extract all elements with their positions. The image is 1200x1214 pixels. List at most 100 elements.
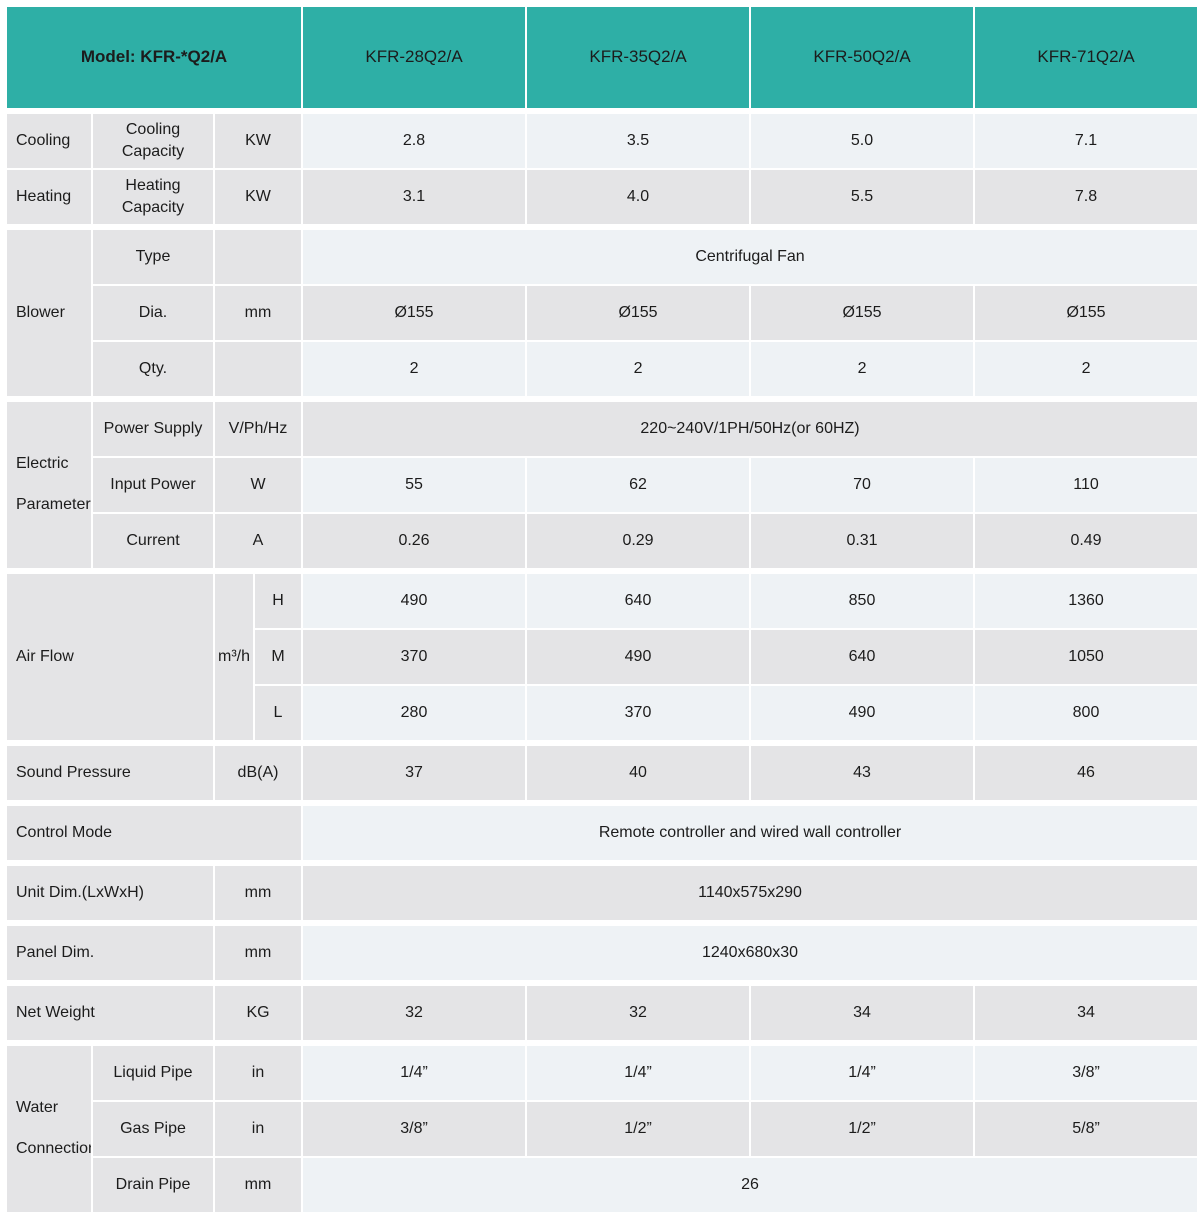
group-label-cell: Net Weight bbox=[7, 982, 213, 1040]
value-cell: 40 bbox=[527, 742, 750, 800]
value-cell: 5.0 bbox=[751, 110, 974, 168]
header-row: Model: KFR-*Q2/A KFR-28Q2/A KFR-35Q2/A K… bbox=[7, 7, 1198, 108]
level-label-cell: L bbox=[255, 686, 302, 740]
value-cell: 1240x680x30 bbox=[303, 922, 1198, 980]
value-cell: Remote controller and wired wall control… bbox=[303, 802, 1198, 860]
row-cooling: Cooling Cooling Capacity KW 2.8 3.5 5.0 … bbox=[7, 110, 1198, 168]
row-power-supply: Electric Parameter Power Supply V/Ph/Hz … bbox=[7, 398, 1198, 568]
row-unit-dim: Unit Dim.(LxWxH) mm 1140x575x290 bbox=[7, 862, 1198, 920]
unit-cell: in bbox=[215, 1102, 302, 1156]
value-cell: 490 bbox=[527, 630, 750, 684]
row-net-weight: Net Weight KG 32 32 34 34 bbox=[7, 982, 1198, 1040]
sub-label-cell: Qty. bbox=[93, 342, 213, 396]
value-cell: 640 bbox=[527, 570, 750, 628]
column-header-kfr-50: KFR-50Q2/A bbox=[751, 7, 974, 108]
value-cell: 62 bbox=[527, 458, 750, 512]
row-airflow-m: M 370 490 640 1050 bbox=[7, 630, 1198, 684]
row-input-power: Input Power W 55 62 70 110 bbox=[7, 458, 1198, 512]
value-cell: 110 bbox=[975, 458, 1198, 512]
model-header-cell: Model: KFR-*Q2/A bbox=[7, 7, 302, 108]
value-cell: 370 bbox=[527, 686, 750, 740]
value-cell: 0.29 bbox=[527, 514, 750, 568]
value-cell: Ø155 bbox=[527, 286, 750, 340]
value-cell: 800 bbox=[975, 686, 1198, 740]
value-cell: 46 bbox=[975, 742, 1198, 800]
unit-cell: A bbox=[215, 514, 302, 568]
value-cell: 850 bbox=[751, 570, 974, 628]
row-panel-dim: Panel Dim. mm 1240x680x30 bbox=[7, 922, 1198, 980]
value-cell: 1050 bbox=[975, 630, 1198, 684]
unit-cell: mm bbox=[215, 862, 302, 920]
column-header-kfr-71: KFR-71Q2/A bbox=[975, 7, 1198, 108]
group-label-cell: Air Flow bbox=[7, 570, 213, 740]
group-label-cell: Blower bbox=[7, 226, 91, 396]
value-cell: 220~240V/1PH/50Hz(or 60HZ) bbox=[303, 398, 1198, 456]
row-sound-pressure: Sound Pressure dB(A) 37 40 43 46 bbox=[7, 742, 1198, 800]
value-cell: 0.26 bbox=[303, 514, 526, 568]
unit-cell: mm bbox=[215, 1158, 302, 1212]
value-cell: 640 bbox=[751, 630, 974, 684]
group-label-cell: Heating bbox=[7, 170, 91, 224]
value-cell: 34 bbox=[751, 982, 974, 1040]
group-label-cell: Water Connection bbox=[7, 1042, 91, 1212]
value-cell: 26 bbox=[303, 1158, 1198, 1212]
value-cell: 4.0 bbox=[527, 170, 750, 224]
row-heating: Heating Heating Capacity KW 3.1 4.0 5.5 … bbox=[7, 170, 1198, 224]
value-cell: 490 bbox=[303, 570, 526, 628]
column-header-kfr-35: KFR-35Q2/A bbox=[527, 7, 750, 108]
value-cell: 70 bbox=[751, 458, 974, 512]
spec-table: Model: KFR-*Q2/A KFR-28Q2/A KFR-35Q2/A K… bbox=[5, 5, 1199, 1214]
sub-label-cell: Drain Pipe bbox=[93, 1158, 213, 1212]
value-cell: 3.1 bbox=[303, 170, 526, 224]
value-cell: 2 bbox=[527, 342, 750, 396]
row-current: Current A 0.26 0.29 0.31 0.49 bbox=[7, 514, 1198, 568]
value-cell: 490 bbox=[751, 686, 974, 740]
value-cell: 2.8 bbox=[303, 110, 526, 168]
value-cell: 7.8 bbox=[975, 170, 1198, 224]
value-cell: 370 bbox=[303, 630, 526, 684]
group-label-cell: Cooling bbox=[7, 110, 91, 168]
value-cell: 2 bbox=[751, 342, 974, 396]
value-cell: 1360 bbox=[975, 570, 1198, 628]
value-cell: 34 bbox=[975, 982, 1198, 1040]
unit-cell bbox=[215, 342, 302, 396]
sub-label-cell: Gas Pipe bbox=[93, 1102, 213, 1156]
sub-label-cell: Heating Capacity bbox=[93, 170, 213, 224]
group-label-cell: Control Mode bbox=[7, 802, 302, 860]
value-cell: 55 bbox=[303, 458, 526, 512]
row-blower-type: Blower Type Centrifugal Fan bbox=[7, 226, 1198, 396]
unit-cell: KW bbox=[215, 110, 302, 168]
row-blower-dia: Dia. mm Ø155 Ø155 Ø155 Ø155 bbox=[7, 286, 1198, 340]
value-cell: 37 bbox=[303, 742, 526, 800]
sub-label-cell: Cooling Capacity bbox=[93, 110, 213, 168]
unit-cell: dB(A) bbox=[215, 742, 302, 800]
sub-label-cell: Dia. bbox=[93, 286, 213, 340]
sub-label-cell: Power Supply bbox=[93, 398, 213, 456]
value-cell: 5.5 bbox=[751, 170, 974, 224]
value-cell: 1140x575x290 bbox=[303, 862, 1198, 920]
unit-cell: V/Ph/Hz bbox=[215, 398, 302, 456]
group-label-cell: Unit Dim.(LxWxH) bbox=[7, 862, 213, 920]
value-cell: 1/4” bbox=[527, 1042, 750, 1100]
value-cell: 0.49 bbox=[975, 514, 1198, 568]
value-cell: Centrifugal Fan bbox=[303, 226, 1198, 284]
value-cell: 1/2” bbox=[751, 1102, 974, 1156]
row-airflow-l: L 280 370 490 800 bbox=[7, 686, 1198, 740]
value-cell: 3.5 bbox=[527, 110, 750, 168]
sub-label-cell: Current bbox=[93, 514, 213, 568]
group-label-cell: Panel Dim. bbox=[7, 922, 213, 980]
row-gas-pipe: Gas Pipe in 3/8” 1/2” 1/2” 5/8” bbox=[7, 1102, 1198, 1156]
value-cell: 43 bbox=[751, 742, 974, 800]
row-airflow-h: Air Flow m³/h H 490 640 850 1360 bbox=[7, 570, 1198, 740]
value-cell: 280 bbox=[303, 686, 526, 740]
unit-cell: KW bbox=[215, 170, 302, 224]
row-liquid-pipe: Water Connection Liquid Pipe in 1/4” 1/4… bbox=[7, 1042, 1198, 1212]
value-cell: Ø155 bbox=[303, 286, 526, 340]
value-cell: 1/4” bbox=[751, 1042, 974, 1100]
unit-cell: KG bbox=[215, 982, 302, 1040]
level-label-cell: M bbox=[255, 630, 302, 684]
value-cell: 7.1 bbox=[975, 110, 1198, 168]
value-cell: 32 bbox=[303, 982, 526, 1040]
unit-cell: mm bbox=[215, 922, 302, 980]
unit-cell: mm bbox=[215, 286, 302, 340]
